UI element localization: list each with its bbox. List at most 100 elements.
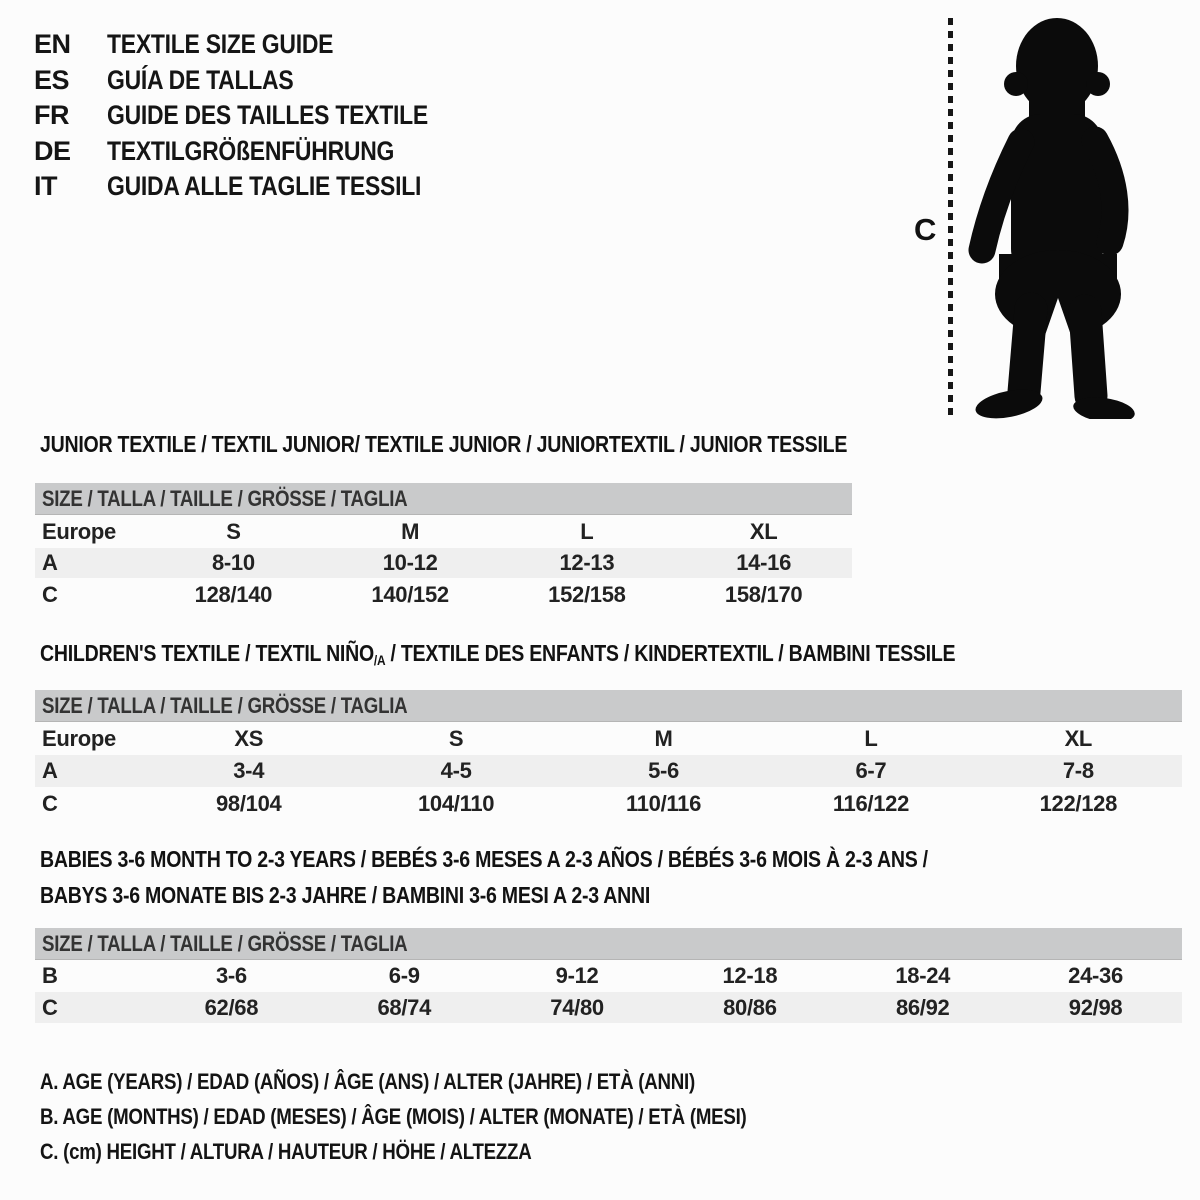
height-measure-dashed-line xyxy=(948,18,953,415)
language-row-de: DE TEXTILGRÖßENFÜHRUNG xyxy=(34,134,485,170)
guide-title-es: GUÍA DE TALLAS xyxy=(107,64,294,95)
size-cell: S xyxy=(226,518,241,544)
size-cell: L xyxy=(864,725,878,751)
guide-title-it: GUIDA ALLE TAGLIE TESSILI xyxy=(107,171,422,202)
height-cell: 158/170 xyxy=(724,582,803,607)
babies-height-row: C 62/68 68/74 74/80 80/86 86/92 92/98 xyxy=(35,992,1182,1023)
babies-table-size-header: SIZE / TALLA / TAILLE / GRÖSSE / TAGLIA xyxy=(35,928,1182,960)
height-cell: 74/80 xyxy=(550,994,604,1020)
age-cell: 6-7 xyxy=(855,758,887,783)
children-section-title-text: CHILDREN'S TEXTILE / TEXTIL NIÑO/A / TEX… xyxy=(40,640,956,669)
language-code: FR xyxy=(34,100,70,131)
age-cell: 8-10 xyxy=(211,550,255,575)
junior-table-size-header: SIZE / TALLA / TAILLE / GRÖSSE / TAGLIA xyxy=(35,483,852,515)
row-label-a: A xyxy=(42,758,58,783)
children-age-row: A 3-4 4-5 5-6 6-7 7-8 xyxy=(35,755,1182,787)
height-cell: 152/158 xyxy=(548,582,626,607)
children-title-pre: CHILDREN'S TEXTILE / TEXTIL NIÑO xyxy=(40,640,374,666)
toddler-silhouette xyxy=(968,18,1135,419)
guide-title-fr: GUIDE DES TAILLES TEXTILE xyxy=(107,100,428,131)
size-cell: S xyxy=(448,725,464,751)
height-cell: 92/98 xyxy=(1068,994,1123,1020)
junior-section-title: JUNIOR TEXTILE / TEXTIL JUNIOR/ TEXTILE … xyxy=(40,433,990,456)
size-cell: XL xyxy=(749,518,778,544)
age-cell: 7-8 xyxy=(1062,758,1094,783)
language-row-fr: FR GUIDE DES TAILLES TEXTILE xyxy=(34,98,485,134)
guide-title-en: TEXTILE SIZE GUIDE xyxy=(107,29,334,60)
legend-height-cm-text: C. (cm) HEIGHT / ALTURA / HAUTEUR / HÖHE… xyxy=(40,1139,532,1164)
children-title-post: / TEXTILE DES ENFANTS / KINDERTEXTIL / B… xyxy=(385,640,956,666)
guide-title-de: TEXTILGRÖßENFÜHRUNG xyxy=(107,135,395,166)
language-row-en: EN TEXTILE SIZE GUIDE xyxy=(34,27,485,63)
language-code: IT xyxy=(34,171,58,202)
months-cell: 24-36 xyxy=(1068,963,1123,988)
junior-sizes-row: Europe S M L XL xyxy=(35,515,852,548)
size-cell: XL xyxy=(1064,725,1093,751)
region-label: Europe xyxy=(42,725,116,751)
age-cell: 12-13 xyxy=(559,550,615,575)
size-cell: L xyxy=(580,518,594,544)
height-measure-label: C xyxy=(914,212,937,247)
children-sizes-row: Europe XS S M L XL xyxy=(35,722,1182,755)
size-cell: M xyxy=(401,518,420,544)
junior-size-table: SIZE / TALLA / TAILLE / GRÖSSE / TAGLIA … xyxy=(35,483,852,612)
language-code: ES xyxy=(34,64,70,95)
language-row-es: ES GUÍA DE TALLAS xyxy=(34,63,485,99)
height-cell: 128/140 xyxy=(194,582,273,607)
legend-height-cm: C. (cm) HEIGHT / ALTURA / HAUTEUR / HÖHE… xyxy=(40,1141,618,1163)
children-table-size-header: SIZE / TALLA / TAILLE / GRÖSSE / TAGLIA xyxy=(35,690,1182,722)
children-title-subscript: /A xyxy=(373,652,386,668)
row-label-c: C xyxy=(42,790,58,816)
legend-age-months: B. AGE (MONTHS) / EDAD (MESES) / ÂGE (MO… xyxy=(40,1106,871,1128)
row-label-c: C xyxy=(42,994,58,1020)
size-header-text: SIZE / TALLA / TAILLE / GRÖSSE / TAGLIA xyxy=(42,485,408,511)
height-cell: 116/122 xyxy=(832,790,910,816)
language-code: EN xyxy=(34,29,71,60)
region-label: Europe xyxy=(42,518,116,544)
size-cell: XS xyxy=(234,725,264,751)
months-cell: 18-24 xyxy=(895,963,951,988)
language-code: DE xyxy=(34,135,71,166)
height-cell: 122/128 xyxy=(1039,790,1118,816)
size-header-text: SIZE / TALLA / TAILLE / GRÖSSE / TAGLIA xyxy=(42,930,408,956)
height-cell: 62/68 xyxy=(204,994,259,1020)
legend-age-months-text: B. AGE (MONTHS) / EDAD (MESES) / ÂGE (MO… xyxy=(40,1104,747,1129)
babies-months-row: B 3-6 6-9 9-12 12-18 18-24 24-36 xyxy=(35,960,1182,992)
age-cell: 14-16 xyxy=(736,550,792,575)
babies-section-title-line1: BABIES 3-6 MONTH TO 2-3 YEARS / BEBÉS 3-… xyxy=(40,848,1085,871)
row-label-c: C xyxy=(42,582,58,607)
height-cell: 110/116 xyxy=(626,790,702,816)
babies-size-table: SIZE / TALLA / TAILLE / GRÖSSE / TAGLIA … xyxy=(35,928,1182,1023)
height-cell: 86/92 xyxy=(895,994,950,1020)
age-cell: 4-5 xyxy=(440,758,472,783)
junior-section-title-text: JUNIOR TEXTILE / TEXTIL JUNIOR/ TEXTILE … xyxy=(40,431,848,457)
junior-height-row: C 128/140 140/152 152/158 158/170 xyxy=(35,578,852,612)
size-header-text: SIZE / TALLA / TAILLE / GRÖSSE / TAGLIA xyxy=(42,692,408,718)
height-cell: 140/152 xyxy=(371,582,449,607)
size-cell: M xyxy=(654,725,673,751)
legend-age-years: A. AGE (YEARS) / EDAD (AÑOS) / ÂGE (ANS)… xyxy=(40,1071,811,1093)
height-cell: 68/74 xyxy=(377,994,432,1020)
months-cell: 3-6 xyxy=(215,963,247,988)
babies-title-line1-text: BABIES 3-6 MONTH TO 2-3 YEARS / BEBÉS 3-… xyxy=(40,846,928,872)
row-label-a: A xyxy=(42,550,58,575)
height-cell: 80/86 xyxy=(723,994,777,1020)
age-cell: 5-6 xyxy=(648,758,679,783)
height-cell: 98/104 xyxy=(215,790,282,816)
row-label-b: B xyxy=(42,963,58,988)
height-cell: 104/110 xyxy=(418,790,495,816)
months-cell: 9-12 xyxy=(555,963,599,988)
legend-age-years-text: A. AGE (YEARS) / EDAD (AÑOS) / ÂGE (ANS)… xyxy=(40,1069,695,1094)
babies-title-line2-text: BABYS 3-6 MONATE BIS 2-3 JAHRE / BAMBINI… xyxy=(40,882,651,908)
children-size-table: SIZE / TALLA / TAILLE / GRÖSSE / TAGLIA … xyxy=(35,690,1182,820)
junior-age-row: A 8-10 10-12 12-13 14-16 xyxy=(35,548,852,578)
months-cell: 12-18 xyxy=(722,963,778,988)
age-cell: 10-12 xyxy=(382,550,438,575)
months-cell: 6-9 xyxy=(388,963,420,988)
children-height-row: C 98/104 104/110 110/116 116/122 122/128 xyxy=(35,787,1182,820)
children-section-title: CHILDREN'S TEXTILE / TEXTIL NIÑO/A / TEX… xyxy=(40,640,1117,669)
age-cell: 3-4 xyxy=(233,758,265,783)
babies-section-title-line2: BABYS 3-6 MONATE BIS 2-3 JAHRE / BAMBINI… xyxy=(40,884,758,907)
language-row-it: IT GUIDA ALLE TAGLIE TESSILI xyxy=(34,169,485,205)
